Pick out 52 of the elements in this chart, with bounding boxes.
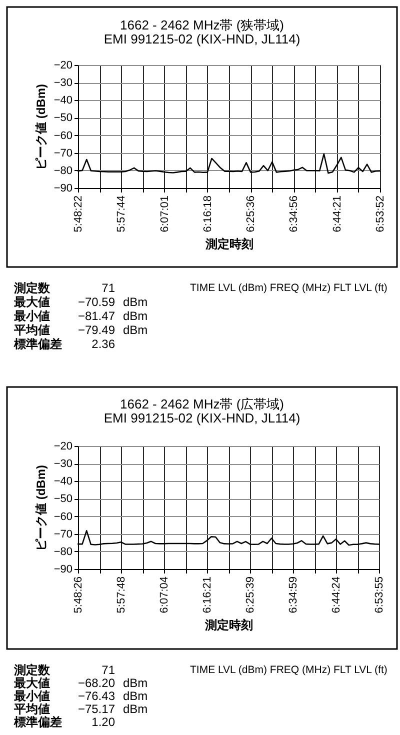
y-tick-label: −60 bbox=[54, 510, 72, 523]
x-tick-label: 5:48:26 bbox=[72, 576, 84, 614]
x-tick-label: 6:07:01 bbox=[158, 196, 171, 232]
y-tick-label: −20 bbox=[54, 440, 72, 452]
text: 最大値 −68.20 dBm bbox=[14, 676, 148, 690]
text: 最小値 −81.47 dBm bbox=[14, 309, 148, 323]
y-axis-title: ピーク値 (dBm) bbox=[34, 84, 48, 170]
x-tick-label: 5:48:22 bbox=[72, 196, 84, 232]
text: 標準偏差 2.36 bbox=[14, 337, 115, 351]
y-tick-label: −30 bbox=[54, 77, 72, 90]
x-tick-label: 6:53:52 bbox=[374, 196, 386, 232]
y-tick-label: −40 bbox=[54, 94, 72, 107]
y-tick-label: −60 bbox=[54, 130, 72, 142]
y-tick-label: −90 bbox=[54, 564, 72, 576]
x-tick-label: 6:44:24 bbox=[330, 576, 342, 614]
x-tick-label: 6:34:56 bbox=[288, 196, 300, 232]
x-tick-label: 6:25:36 bbox=[245, 196, 258, 232]
text: 測定数 71 bbox=[14, 663, 115, 677]
y-tick-label: −80 bbox=[54, 546, 72, 558]
y-tick-label: −70 bbox=[54, 528, 72, 540]
x-tick-label: 5:57:44 bbox=[116, 196, 128, 232]
text: 平均値 −75.17 dBm bbox=[14, 702, 148, 716]
chart-subtitle: EMI 991215-02 (KIX-HND, JL114) bbox=[104, 31, 300, 46]
y-tick-label: −50 bbox=[54, 112, 72, 124]
y-tick-label: −70 bbox=[54, 147, 72, 160]
y-tick-label: −20 bbox=[54, 60, 72, 72]
x-tick-label: 5:57:48 bbox=[116, 576, 128, 614]
text: TIME LVL (dBm) FREQ (MHz) FLT LVL (ft) bbox=[190, 282, 388, 294]
x-tick-label: 6:16:18 bbox=[202, 196, 214, 232]
x-tick-label: 6:44:21 bbox=[331, 196, 344, 232]
text: 測定数 71 bbox=[14, 281, 115, 295]
text: 最小値 −76.43 dBm bbox=[14, 689, 148, 703]
x-axis-title: 測定時刻 bbox=[204, 237, 254, 252]
y-tick-label: −50 bbox=[54, 493, 72, 506]
text: TIME LVL (dBm) FREQ (MHz) FLT LVL (ft) bbox=[190, 664, 388, 676]
chart-subtitle: EMI 991215-02 (KIX-HND, JL114) bbox=[104, 410, 300, 426]
x-axis-title: 測定時刻 bbox=[204, 618, 253, 632]
y-tick-label: −80 bbox=[54, 164, 72, 177]
chart-title: 1662 - 2462 MHz帯 (狭帯域) bbox=[120, 17, 284, 32]
y-axis-title: ピーク値 (dBm) bbox=[34, 465, 48, 551]
text: 平均値 −79.49 dBm bbox=[14, 323, 148, 337]
text: 標準偏差 1.20 bbox=[14, 715, 115, 729]
x-tick-label: 6:25:39 bbox=[244, 576, 256, 614]
y-tick-label: −40 bbox=[54, 476, 72, 488]
x-tick-label: 6:16:21 bbox=[202, 576, 214, 614]
text: 最大値 −70.59 dBm bbox=[14, 295, 148, 309]
x-tick-label: 6:53:55 bbox=[374, 576, 386, 614]
x-tick-label: 6:34:59 bbox=[288, 576, 300, 614]
x-tick-label: 6:07:04 bbox=[158, 576, 170, 614]
y-tick-label: −90 bbox=[54, 182, 72, 194]
chart-title: 1662 - 2462 MHz帯 (広帯域) bbox=[120, 396, 284, 412]
y-tick-label: −30 bbox=[54, 458, 72, 470]
